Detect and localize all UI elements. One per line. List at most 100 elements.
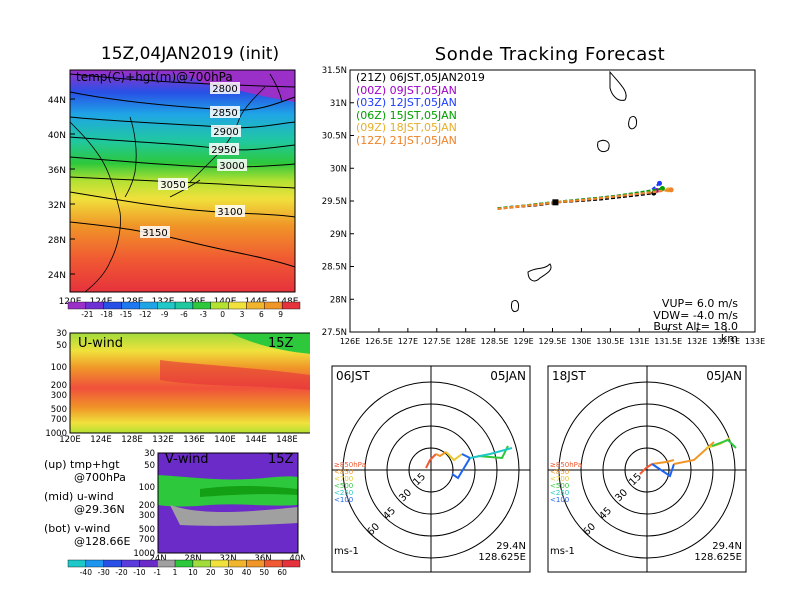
track-lon-tick: 126.5E (365, 337, 393, 346)
colorbar-label: 3 (240, 310, 245, 319)
vwind-lat-tick: 36N (254, 554, 271, 560)
colorbar-swatch (174, 301, 194, 310)
contour-label: 3100 (217, 207, 242, 218)
track-title: Sonde Tracking Forecast (434, 44, 666, 65)
colorbar-swatch (210, 301, 229, 310)
track-legend-item: (06Z) 15JST,05JAN (356, 108, 457, 122)
colorbar-swatch (121, 301, 140, 310)
uwind-lon-tick: 144E (245, 435, 267, 445)
hodograph-left: 06JST 05JAN15304560≥850hPa<850<700<500<25… (331, 365, 531, 573)
pressure-tick: 300 (51, 391, 67, 401)
colorbar-swatch (67, 559, 87, 568)
colorbar-label: -3 (200, 310, 208, 319)
track-lon-tick: 126E (340, 337, 360, 346)
track-param: Burst Alt= 18.0 km (653, 320, 738, 345)
uwind-title: U-wind (78, 336, 123, 351)
track-legend-item: (12Z) 21JST,05JAN (356, 133, 457, 147)
colorbar-swatch (228, 559, 247, 568)
level-legend: ≥850hPa (550, 461, 582, 469)
pressure-tick: 200 (51, 381, 67, 391)
pressure-tick: 1000 (133, 549, 155, 559)
colorbar-swatch (67, 301, 87, 310)
legend-mid2: @29.36N (74, 503, 125, 516)
track-lon-tick: 132E (687, 337, 707, 346)
track-legend-item: (09Z) 18JST,05JAN (356, 121, 457, 134)
colorbar-swatch (264, 301, 283, 310)
track-lat-tick: 28N (330, 295, 347, 305)
hodo-date: 05JAN (490, 369, 526, 383)
legend-bot: (bot) v-wind (44, 522, 111, 535)
panel-legend: (up) tmp+hgt @700hPa (mid) u-wind @29.36… (44, 458, 130, 548)
uwind-lon-tick: 136E (183, 435, 205, 445)
hodo-lat: 29.4N (496, 541, 526, 552)
colorbar-swatch (139, 559, 158, 568)
colorbar-swatch (157, 559, 176, 568)
vwind-time: 15Z (268, 452, 294, 467)
uwind-lon-tick: 128E (121, 435, 143, 445)
uwind-lon-tick: 140E (214, 435, 236, 445)
colorbar-swatch (246, 301, 265, 310)
level-legend: <100 (334, 496, 353, 504)
track-end-point (657, 180, 663, 186)
track-coastlines (511, 70, 637, 313)
legend-mid: (mid) u-wind (44, 490, 114, 503)
pressure-tick: 700 (139, 535, 155, 545)
track-lon-tick: 133E (745, 337, 765, 346)
track-params: VUP= 6.0 m/s VDW= -4.0 m/s Burst Alt= 18.0… (640, 298, 738, 344)
pressure-tick: 50 (144, 461, 155, 471)
hodo-trace (469, 447, 513, 459)
track-param: VDW= -4.0 m/s (653, 308, 738, 322)
hodo-lon: 128.625E (478, 552, 526, 563)
track-series (497, 180, 674, 210)
track-lon-tick: 127.5E (423, 337, 451, 346)
uwind-lon-tick: 148E (276, 435, 298, 445)
track-lon-tick: 127E (398, 337, 418, 346)
colorbar-swatch (281, 559, 301, 568)
track-lat-tick: 30N (330, 164, 347, 174)
track-lat-tick: 29N (330, 230, 347, 240)
hodo-trace (651, 463, 675, 478)
colorbar-swatch (264, 559, 283, 568)
track-legend-item: (03Z) 12JST,05JAN (356, 96, 457, 109)
vwind-lat-tick: 24N (149, 554, 166, 560)
colorbar-label: 20 (206, 568, 216, 577)
track-legend-item: (21Z) 06JST,05JAN2019 (356, 71, 485, 84)
hodo-trace (451, 453, 472, 480)
track-lon-tick: 128.5E (481, 337, 509, 346)
uwind-time: 15Z (268, 336, 294, 351)
track-lat-tick: 31N (330, 99, 347, 109)
map-title: 15Z,04JAN2019 (init) (100, 44, 280, 64)
colorbar-label: 50 (260, 568, 270, 577)
colorbar-swatch (85, 559, 104, 568)
colorbar-label: 30 (224, 568, 234, 577)
track-lat-tick: 29.5N (322, 197, 347, 207)
hodo-time: 06JST (336, 369, 370, 383)
pressure-tick: 500 (139, 525, 155, 535)
track-lon-tick: 129.5E (539, 337, 567, 346)
colorbar-label: 9 (278, 310, 283, 319)
colorbar-label: -18 (101, 310, 113, 319)
pressure-tick: 100 (51, 363, 67, 373)
hodo-unit: ms-1 (334, 546, 359, 557)
map-lat-tick: 32N (48, 201, 66, 211)
colorbar-swatch (85, 301, 104, 310)
pressure-tick: 30 (144, 449, 155, 459)
colorbar-swatch (103, 301, 122, 310)
hodo-trace (639, 463, 653, 475)
level-legend: <850 (550, 468, 569, 476)
legend-up2: @700hPa (74, 471, 126, 484)
level-legend: <850 (334, 468, 353, 476)
hodo-lon: 128.625E (694, 552, 742, 563)
vwind-lat-ticks: 24N 28N 32N 36N 40N (149, 554, 305, 560)
map-colorbar: -21 -18 -15 -12 -9 -6 -3 0 3 6 9 (67, 301, 301, 319)
hodo-trace (435, 451, 447, 458)
colorbar-label: 10 (188, 568, 198, 577)
uwind-lon-tick: 124E (90, 435, 112, 445)
level-legend: ≥850hPa (334, 461, 366, 469)
map-lat-tick: 24N (48, 271, 66, 281)
track-end-point (659, 186, 665, 192)
uwind-lon-ticks: 120E 124E 128E 132E 136E 140E 144E 148E (59, 435, 298, 445)
